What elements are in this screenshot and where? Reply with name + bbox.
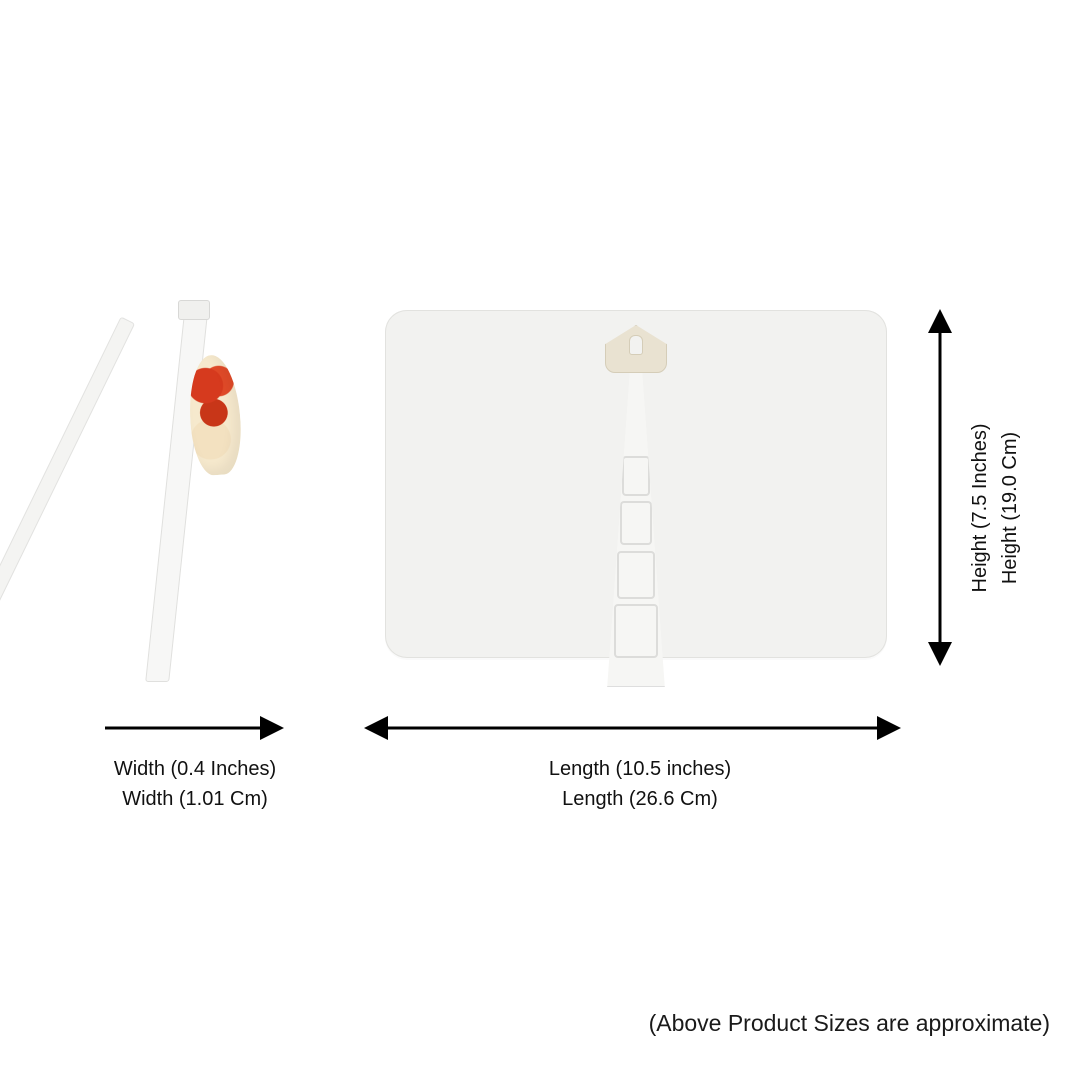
side-view-clip	[178, 300, 210, 320]
footer-approximate-note: (Above Product Sizes are approximate)	[649, 1010, 1050, 1037]
height-label: Height (7.5 Inches) Height (19.0 Cm)	[965, 408, 1025, 608]
width-cm: Width (1.01 Cm)	[95, 784, 295, 814]
height-inches: Height (7.5 Inches)	[965, 408, 995, 608]
width-label: Width (0.4 Inches) Width (1.01 Cm)	[95, 754, 295, 814]
length-label: Length (10.5 inches) Length (26.6 Cm)	[530, 754, 750, 814]
side-view-decoration	[186, 353, 244, 476]
length-inches: Length (10.5 inches)	[530, 754, 750, 784]
height-cm: Height (19.0 Cm)	[995, 408, 1025, 608]
length-cm: Length (26.6 Cm)	[530, 784, 750, 814]
product-dimension-diagram: Width (0.4 Inches) Width (1.01 Cm) Lengt…	[0, 0, 1080, 1080]
width-inches: Width (0.4 Inches)	[95, 754, 295, 784]
side-view-stand-leg	[0, 316, 135, 657]
side-view-frame	[145, 305, 209, 682]
back-view-hanger-hole	[629, 335, 643, 355]
